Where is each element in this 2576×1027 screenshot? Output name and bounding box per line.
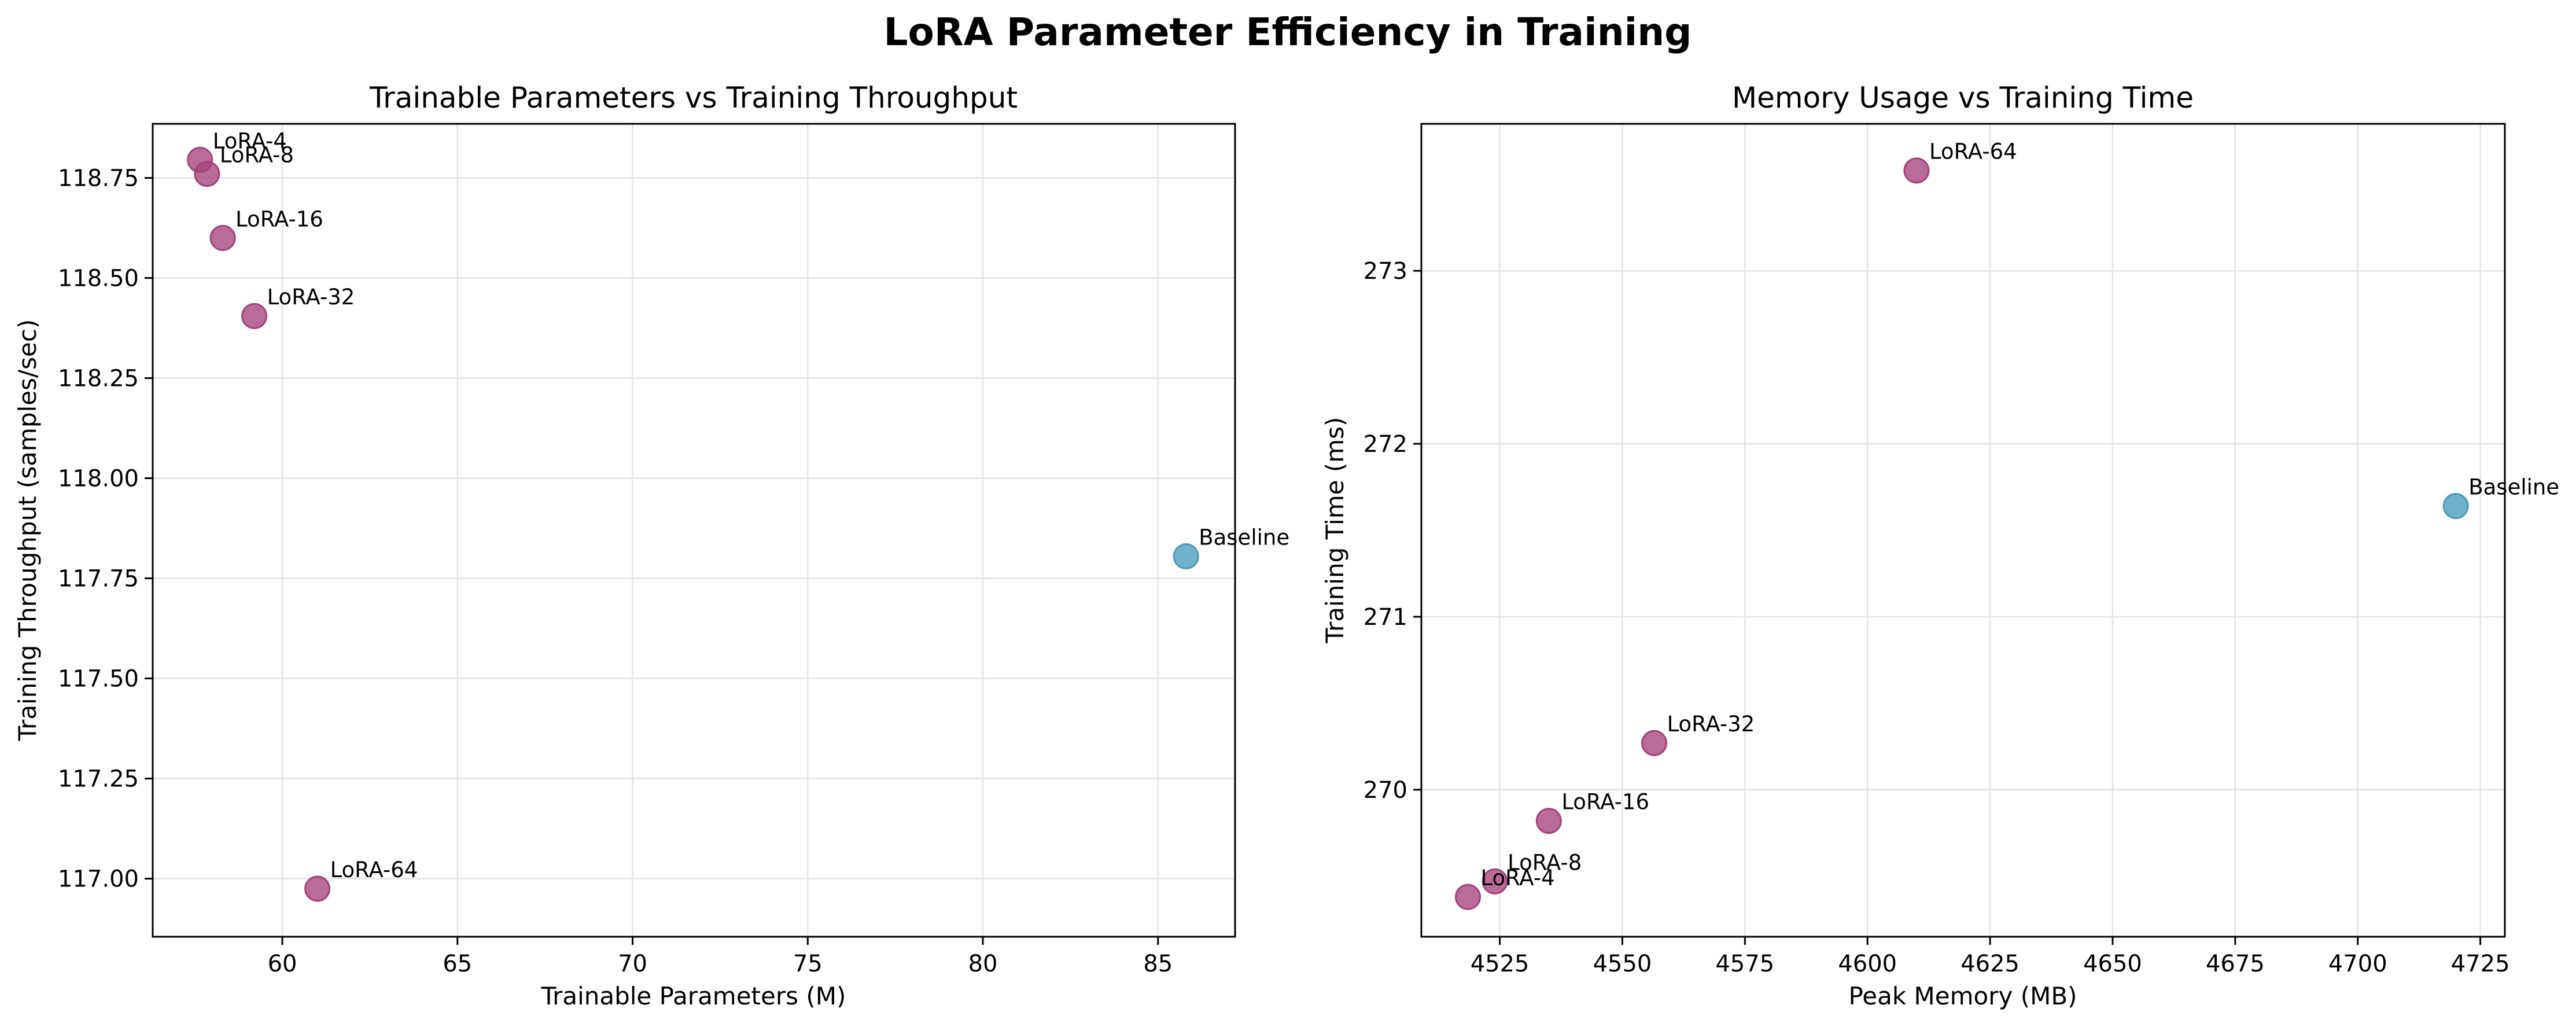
chart-title: Trainable Parameters vs Training Through… [369,81,1018,115]
point-label-baseline: Baseline [2468,475,2559,500]
point-label-lora-64: LoRA-64 [330,857,418,882]
x-tick-label: 70 [618,951,647,977]
y-tick-label: 273 [1363,258,1407,285]
data-point-lora-32 [241,303,268,329]
data-point-baseline [2442,493,2469,520]
point-label-baseline: Baseline [1199,525,1289,550]
point-label-lora-64: LoRA-64 [1929,139,2017,164]
axis-ticks: 60 65 70 75 80 85 117.00 117.25 117.50 117.75 118.… [58,165,1173,977]
y-tick-label: 117.00 [58,866,139,893]
point-label-lora-32: LoRA-32 [267,285,355,310]
x-axis-label: Trainable Parameters (M) [541,982,846,1010]
grid-lines [153,124,1235,937]
x-tick-label: 80 [968,951,998,977]
axis-ticks: 4525 4550 4575 4600 4625 4650 4675 4700 4725 270 2… [1363,258,2510,977]
point-label-lora-4: LoRA-4 [1481,866,1555,890]
y-tick-label: 118.00 [58,466,139,492]
chart-title: Memory Usage vs Training Time [1732,81,2194,115]
plot-frame [152,123,1236,938]
x-tick-label: 75 [793,951,823,977]
data-point-lora-64 [1903,157,1930,184]
y-tick-label: 270 [1363,777,1407,804]
data-point-lora-64 [304,875,331,902]
x-tick-label: 4650 [2083,951,2142,977]
x-tick-label: 60 [268,951,297,977]
y-tick-label: 118.25 [58,365,139,392]
x-tick-label: 4675 [2206,951,2265,977]
point-label-lora-16: LoRA-16 [1561,790,1649,815]
x-tick-label: 4725 [2451,951,2510,977]
x-tick-label: 65 [443,951,472,977]
plot-frame [1420,123,2506,938]
x-tick-label: 4550 [1593,951,1652,977]
data-points [1455,157,2469,910]
y-tick-label: 117.50 [58,666,139,693]
data-point-baseline [1173,543,1199,569]
figure-title: LoRA Parameter Efficiency in Training [883,10,1691,54]
y-tick-label: 117.75 [58,566,139,592]
x-tick-label: 85 [1143,951,1173,977]
x-axis-label: Peak Memory (MB) [1848,982,2077,1010]
y-axis-label: Training Throughput (samples/sec) [13,319,42,742]
point-label-lora-8: LoRA-8 [1508,850,1582,875]
x-tick-label: 4600 [1838,951,1897,977]
data-point-lora-16 [209,224,236,251]
chart-panel-params-vs-throughput: Trainable Parameters vs Training Through… [13,81,1289,1010]
point-label-lora-4: LoRA-4 [213,128,287,153]
x-tick-label: 4700 [2328,951,2387,977]
x-tick-label: 4625 [1960,951,2019,977]
y-tick-label: 117.25 [58,766,139,793]
data-point-lora-32 [1641,730,1668,756]
grid-lines [1421,124,2505,937]
data-point-lora-4 [1455,884,1482,910]
point-label-lora-32: LoRA-32 [1667,712,1755,737]
y-tick-label: 272 [1363,431,1407,458]
y-tick-label: 118.75 [58,165,139,192]
y-tick-label: 271 [1363,604,1407,631]
x-tick-label: 4575 [1715,951,1774,977]
data-point-lora-16 [1535,808,1562,834]
y-tick-label: 118.50 [58,265,139,292]
point-label-lora-8: LoRA-8 [220,143,294,168]
data-point-lora-8 [194,161,220,187]
data-point-lora-8 [1482,868,1508,895]
data-points [187,146,1199,902]
x-tick-label: 4525 [1471,951,1530,977]
chart-panel-memory-vs-time: Memory Usage vs Training Time 4525 4550 45… [1321,81,2559,1010]
point-label-lora-16: LoRA-16 [235,207,323,231]
y-axis-label: Training Time (ms) [1321,417,1349,644]
